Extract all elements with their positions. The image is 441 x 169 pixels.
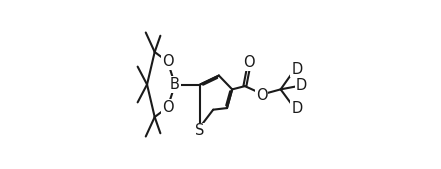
Text: D: D [291, 62, 303, 77]
Text: O: O [243, 55, 255, 70]
Text: D: D [291, 101, 303, 116]
Text: S: S [194, 123, 204, 138]
Text: O: O [256, 88, 268, 103]
Text: D: D [296, 78, 307, 93]
Text: O: O [162, 54, 173, 69]
Text: O: O [162, 100, 173, 115]
Text: B: B [170, 77, 180, 92]
